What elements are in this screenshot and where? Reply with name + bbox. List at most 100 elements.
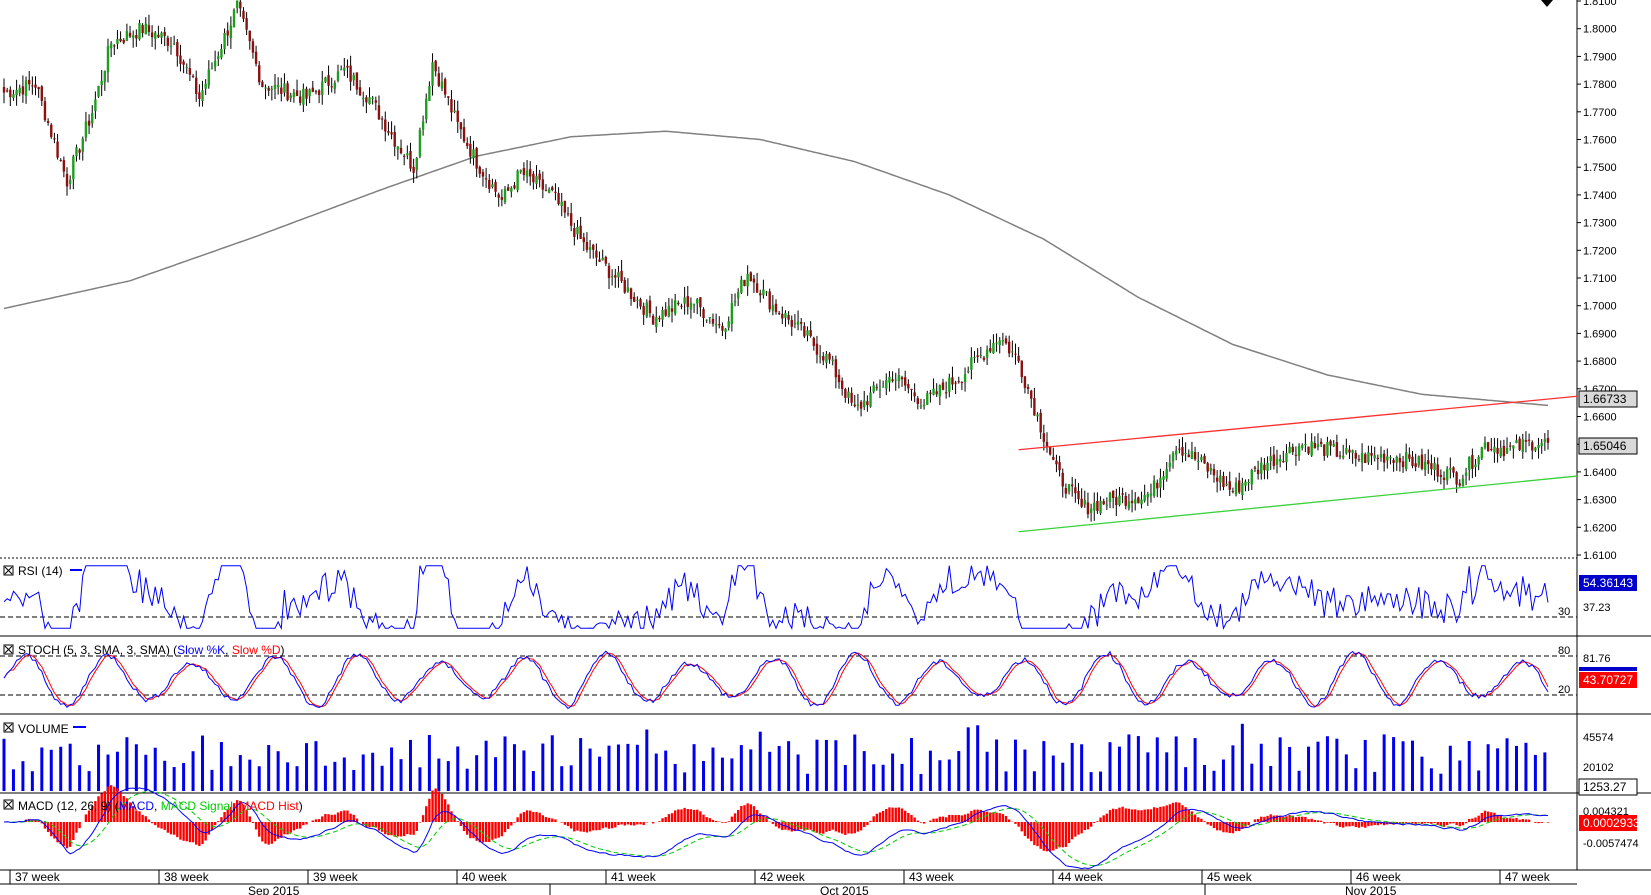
candle-body (680, 305, 683, 307)
candle-body (481, 172, 485, 177)
candle-body (825, 354, 828, 363)
rsi-level-30-label: 30 (1558, 606, 1570, 618)
candle-body (245, 18, 248, 30)
candle-body (343, 67, 346, 71)
price-tick-label: 1.7100 (1583, 273, 1617, 285)
macd-hist-bar (100, 793, 103, 822)
volume-bar (1023, 749, 1027, 791)
candle-body (1323, 444, 1326, 456)
candle-body (1096, 500, 1099, 512)
candle-body (456, 110, 459, 123)
macd-hist-bar (1436, 822, 1439, 825)
volume-bar (522, 750, 526, 791)
macd-hist-bar (62, 822, 66, 846)
macd-close-icon[interactable] (4, 800, 13, 809)
candle-body (743, 279, 746, 286)
candle-body (1225, 483, 1228, 486)
macd-hist-bar (1323, 822, 1326, 824)
candle-body (453, 110, 456, 113)
volume-bar (588, 748, 592, 791)
candle-body (954, 382, 957, 384)
volume-bar (976, 725, 980, 791)
candle-body (970, 357, 973, 370)
macd-hist-bar (1159, 806, 1162, 822)
candle-body (125, 31, 129, 42)
candle-body (1086, 502, 1090, 515)
candle-body (396, 146, 400, 150)
candle-body (109, 43, 113, 49)
candle-body (790, 319, 793, 327)
candle-body (179, 55, 182, 64)
candle-body (1379, 453, 1383, 458)
macd-hist-bar (1272, 815, 1276, 822)
channel-lower-line[interactable] (1018, 475, 1578, 533)
macd-hist-bar (53, 822, 56, 839)
candle-body (415, 157, 418, 171)
volume-bar (806, 773, 810, 791)
stoch-scale-label: 81.76 (1583, 653, 1611, 665)
candle-body (1505, 447, 1509, 454)
candle-body (472, 149, 475, 159)
candle-body (292, 92, 296, 98)
candle-body (1089, 508, 1093, 513)
macd-hist-bar (1285, 816, 1288, 822)
macd-hist-bar (1253, 819, 1257, 822)
rsi-close-icon[interactable] (4, 566, 13, 575)
macd-hist-bar (37, 820, 40, 822)
volume-bar (995, 739, 999, 791)
candle-body (1156, 482, 1159, 489)
macd-hist-bar (866, 822, 869, 826)
volume-current-flag-box (1578, 778, 1638, 796)
macd-hist-bar (617, 822, 620, 826)
candle-body (762, 289, 765, 296)
macd-hist-bar (40, 822, 44, 824)
channel-upper-line[interactable] (1018, 395, 1578, 451)
candle-body (1004, 338, 1008, 344)
stoch-slow-d-series (3, 652, 1549, 708)
candle-body (516, 170, 519, 191)
macd-hist-bar (774, 822, 778, 827)
macd-hist-bar (336, 812, 340, 822)
macd-hist-bar (195, 822, 198, 845)
candle-body (384, 119, 387, 132)
candle-body (1017, 355, 1020, 362)
stoch-close-icon[interactable] (4, 645, 13, 654)
macd-hist-bar (919, 822, 923, 823)
volume-close-icon[interactable] (4, 723, 13, 732)
macd-hist-bar (390, 822, 393, 836)
candle-body (579, 225, 582, 239)
candle-body (37, 87, 40, 90)
macd-hist-bar (673, 810, 677, 822)
macd-hist-bar (1140, 810, 1143, 822)
macd-hist-bar (472, 822, 475, 839)
candle-body (223, 32, 226, 50)
candle-body (623, 280, 626, 293)
macd-hist-bar (506, 822, 510, 829)
macd-hist-bar (362, 822, 365, 825)
candle-body (932, 388, 935, 395)
candlestick-series (2, 0, 1550, 522)
macd-hist-bar (185, 822, 188, 842)
candle-body (642, 306, 645, 315)
macd-hist-bar (1332, 822, 1335, 824)
volume-bar (749, 749, 753, 791)
macd-hist-bar (163, 822, 166, 830)
macd-hist-bar (985, 811, 989, 822)
scroll-marker-icon[interactable] (1541, 0, 1553, 7)
macd-hist-bar (1345, 822, 1348, 827)
volume-bar (106, 754, 110, 791)
macd-hist-bar (103, 791, 107, 822)
macd-hist-bar (172, 822, 176, 835)
candle-body (926, 393, 929, 405)
candle-body (1127, 501, 1131, 509)
candle-body (588, 247, 592, 251)
macd-hist-bar (346, 810, 349, 822)
macd-hist-bar (355, 818, 359, 822)
macd-hist-bar (1064, 822, 1068, 847)
macd-hist-bar (1222, 822, 1225, 833)
macd-hist-bar (409, 822, 412, 835)
volume-bar (1401, 741, 1405, 791)
candle-body (235, 0, 239, 9)
volume-bar (1042, 741, 1046, 791)
candle-body (809, 330, 812, 337)
